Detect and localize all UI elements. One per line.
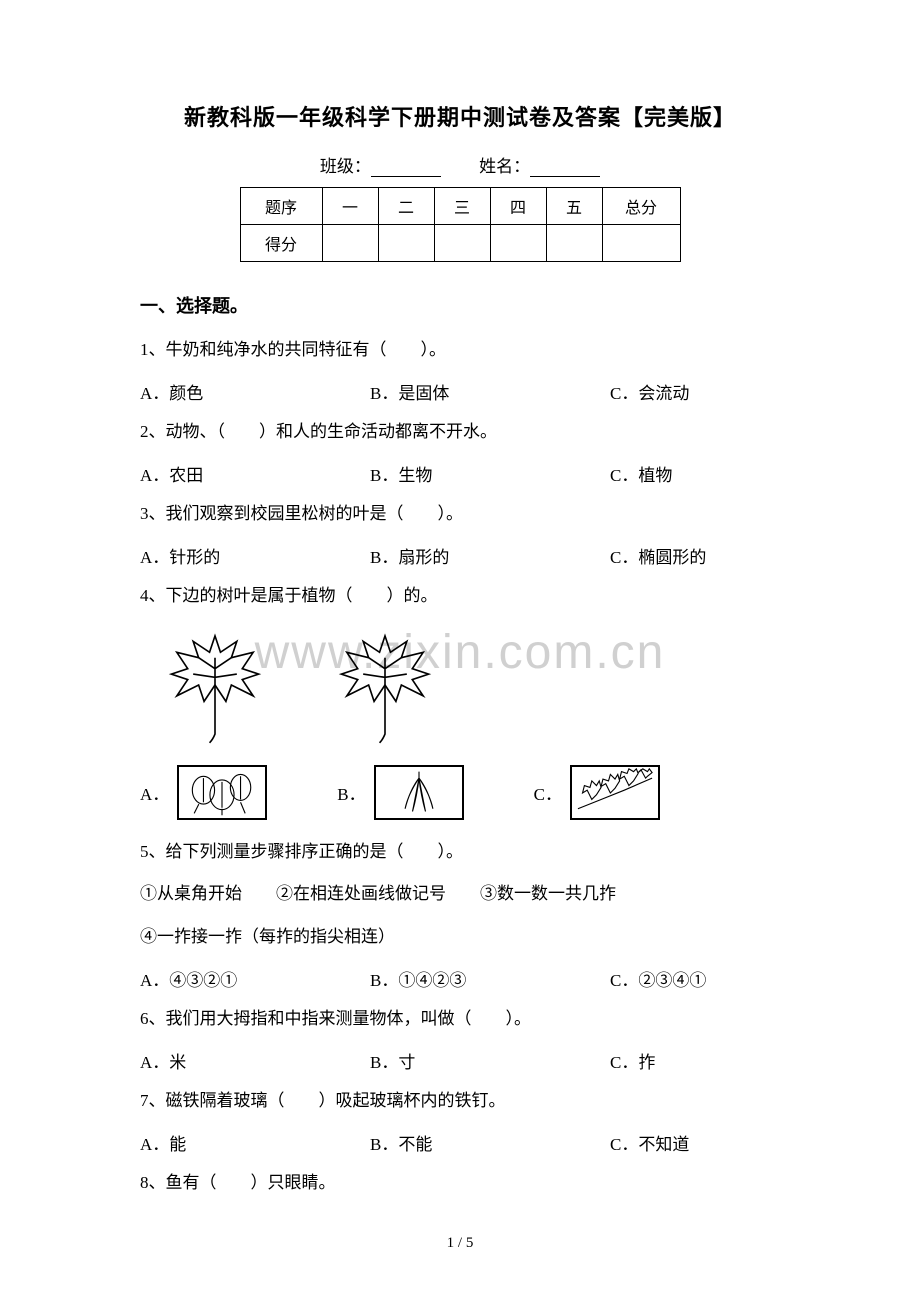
question-options: A．能 B．不能 C．不知道: [140, 1130, 780, 1155]
question-text: 6、我们用大拇指和中指来测量物体，叫做（ ）。: [140, 1005, 780, 1034]
score-cell: [322, 225, 378, 262]
willow-leaf-icon: [374, 765, 464, 820]
option-a: A．能: [140, 1130, 370, 1155]
score-cell: [378, 225, 434, 262]
question-text: 8、鱼有（ ）只眼睛。: [140, 1169, 780, 1198]
class-blank: [371, 159, 441, 177]
page-content: 新教科版一年级科学下册期中测试卷及答案【完美版】 班级： 姓名： 题序 一 二 …: [140, 100, 780, 1198]
option-b: B．①④②③: [370, 966, 610, 991]
maple-leaf-icon: [330, 625, 440, 745]
name-label: 姓名：: [479, 157, 530, 176]
section-heading: 一、选择题。: [140, 292, 780, 318]
question-options: A．颜色 B．是固体 C．会流动: [140, 379, 780, 404]
option-a: A．农田: [140, 461, 370, 486]
option-b: B．寸: [370, 1048, 610, 1073]
score-cell: [546, 225, 602, 262]
name-blank: [530, 159, 600, 177]
option-b-label: B．: [337, 780, 365, 805]
question-subtext: ①从桌角开始 ②在相连处画线做记号 ③数一数一共几拃: [140, 880, 780, 909]
option-c: C．②③④①: [610, 966, 780, 991]
option-c: C．拃: [610, 1048, 780, 1073]
maple-leaf-icon: [160, 625, 270, 745]
header-cell: 题序: [240, 188, 322, 225]
question-text: 5、给下列测量步骤排序正确的是（ ）。: [140, 838, 780, 867]
option-b: B．不能: [370, 1130, 610, 1155]
option-a: A．米: [140, 1048, 370, 1073]
option-a: A．针形的: [140, 543, 370, 568]
option-c: C．不知道: [610, 1130, 780, 1155]
score-cell: [602, 225, 680, 262]
maple-branch-icon: [570, 765, 660, 820]
question-options: A．米 B．寸 C．拃: [140, 1048, 780, 1073]
option-c-image: C．: [534, 765, 660, 820]
header-cell: 四: [490, 188, 546, 225]
question-text: 7、磁铁隔着玻璃（ ）吸起玻璃杯内的铁钉。: [140, 1087, 780, 1116]
option-a-image: A．: [140, 765, 267, 820]
option-c: C．椭圆形的: [610, 543, 780, 568]
option-c: C．会流动: [610, 379, 780, 404]
option-b: B．生物: [370, 461, 610, 486]
score-cell: [434, 225, 490, 262]
option-b-image: B．: [337, 765, 463, 820]
table-row: 得分: [240, 225, 680, 262]
question-text: 2、动物、（ ）和人的生命活动都离不开水。: [140, 418, 780, 447]
table-row: 题序 一 二 三 四 五 总分: [240, 188, 680, 225]
question-options: A．农田 B．生物 C．植物: [140, 461, 780, 486]
header-cell: 五: [546, 188, 602, 225]
class-label: 班级：: [320, 157, 371, 176]
question-text: 4、下边的树叶是属于植物（ ）的。: [140, 582, 780, 611]
question-image-options: A． B．: [140, 765, 780, 820]
question-subtext: ④一拃接一拃（每拃的指尖相连）: [140, 923, 780, 952]
option-c: C．植物: [610, 461, 780, 486]
header-cell: 一: [322, 188, 378, 225]
option-a-label: A．: [140, 780, 169, 805]
option-b: B．是固体: [370, 379, 610, 404]
option-b: B．扇形的: [370, 543, 610, 568]
student-info-line: 班级： 姓名：: [140, 152, 780, 177]
score-cell: 得分: [240, 225, 322, 262]
question-options: A．针形的 B．扇形的 C．椭圆形的: [140, 543, 780, 568]
option-c-label: C．: [534, 780, 562, 805]
question-text: 1、牛奶和纯净水的共同特征有（ ）。: [140, 336, 780, 365]
question-options: A．④③②① B．①④②③ C．②③④①: [140, 966, 780, 991]
header-cell: 总分: [602, 188, 680, 225]
score-table: 题序 一 二 三 四 五 总分 得分: [240, 187, 681, 262]
option-a: A．颜色: [140, 379, 370, 404]
option-a: A．④③②①: [140, 966, 370, 991]
header-cell: 三: [434, 188, 490, 225]
header-cell: 二: [378, 188, 434, 225]
page-number: 1 / 5: [447, 1235, 474, 1252]
page-title: 新教科版一年级科学下册期中测试卷及答案【完美版】: [140, 100, 780, 132]
leaf-cluster-icon: [177, 765, 267, 820]
question-text: 3、我们观察到校园里松树的叶是（ ）。: [140, 500, 780, 529]
score-cell: [490, 225, 546, 262]
leaf-images-row: [160, 625, 780, 745]
